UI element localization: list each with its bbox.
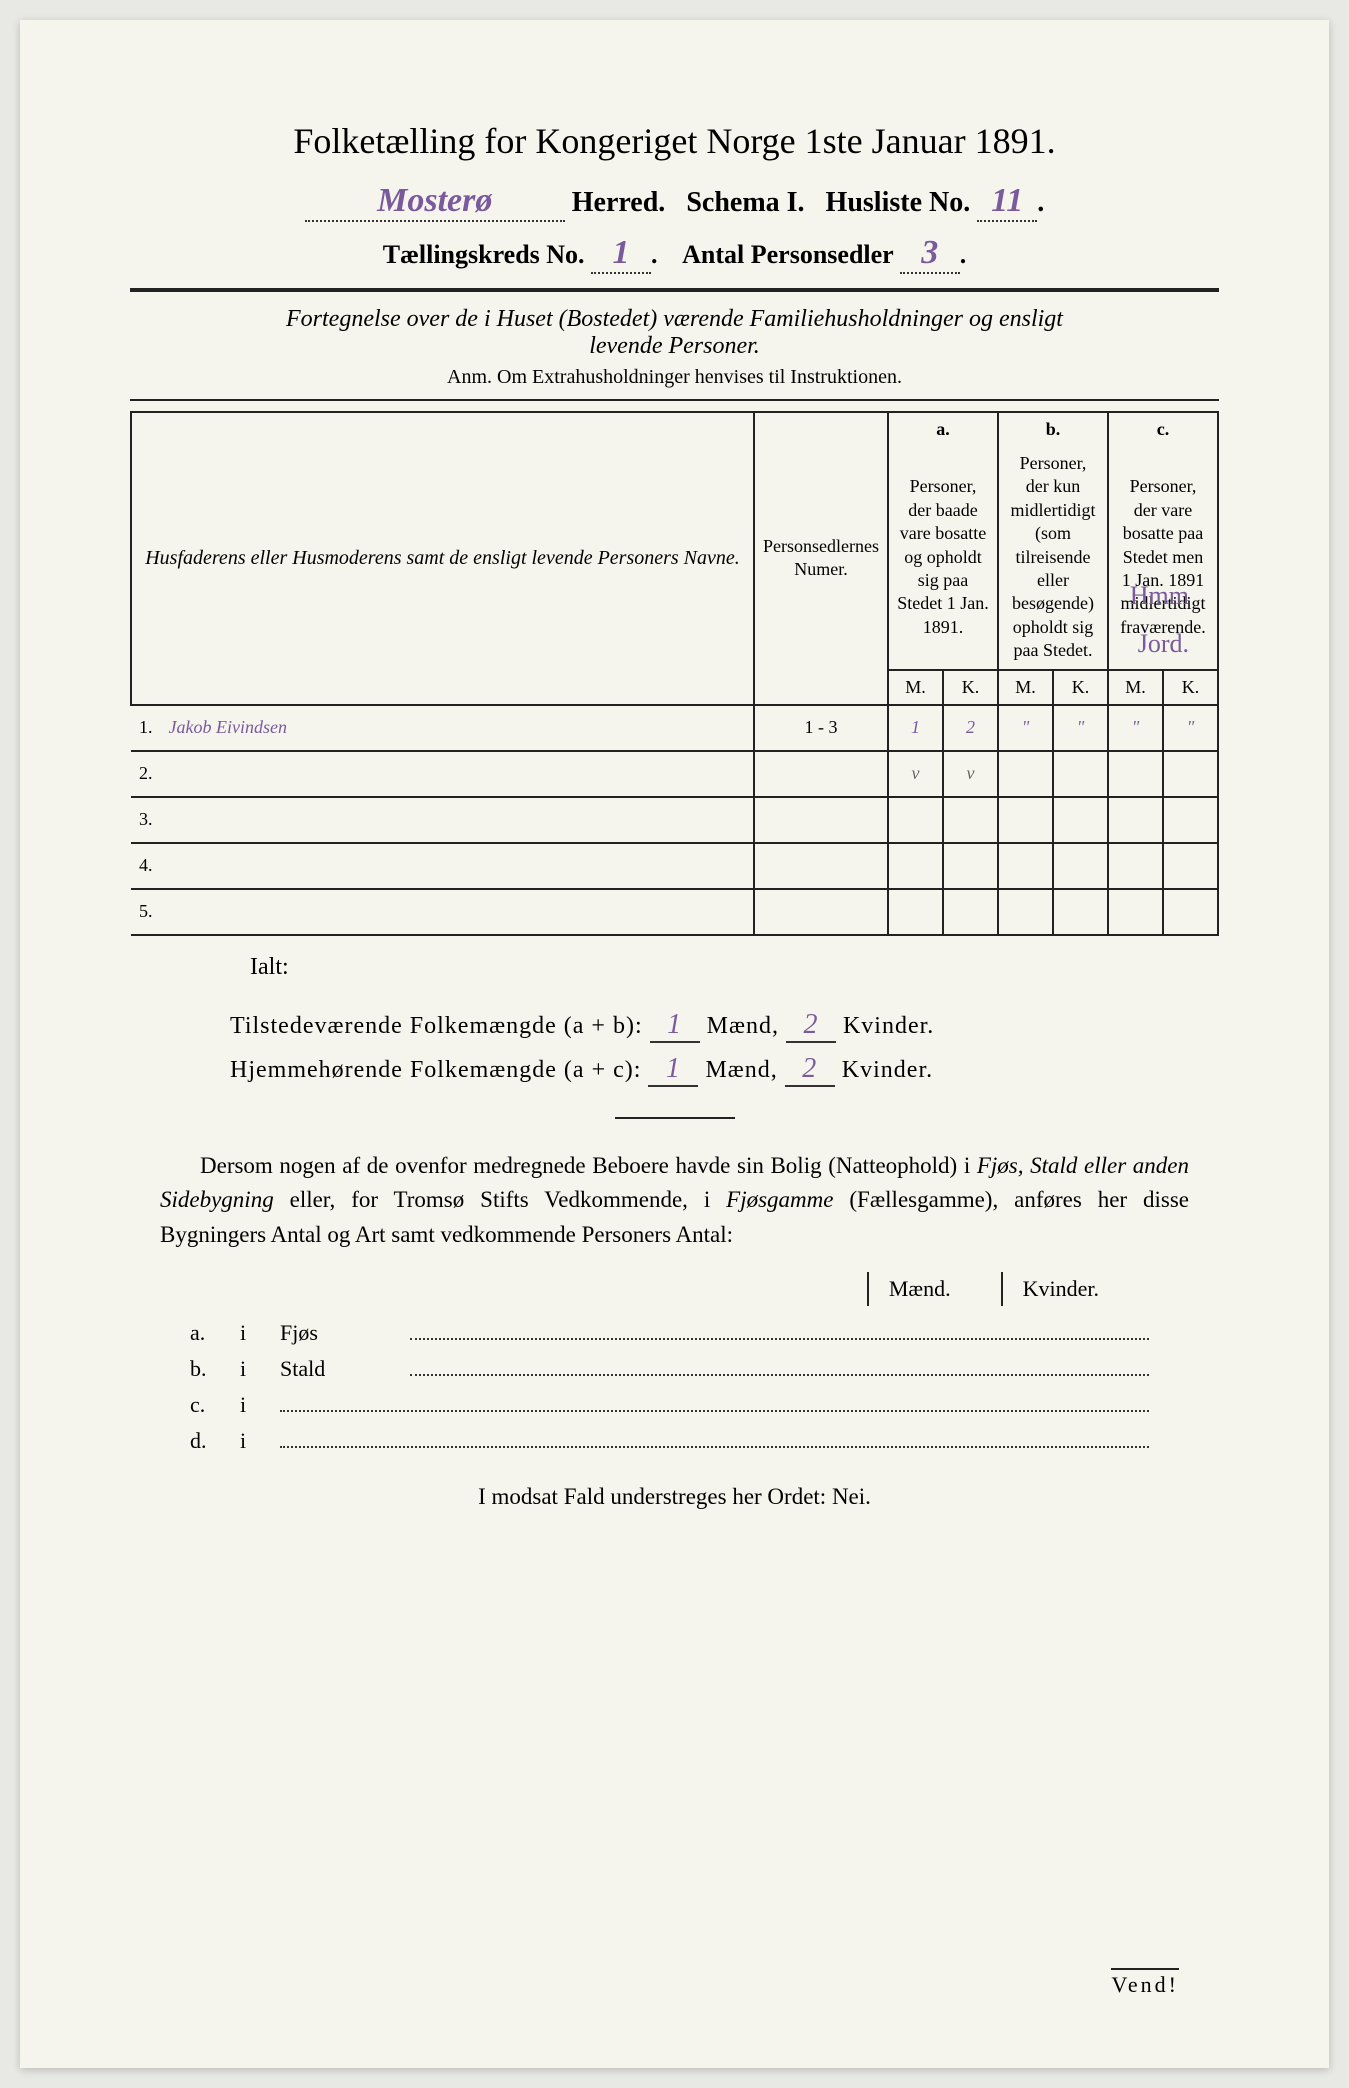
short-divider	[615, 1117, 735, 1119]
totals-row-1: Tilstedeværende Folkemængde (a + b): 1 M…	[230, 1009, 1219, 1043]
footer-line: I modsat Fald understreges her Ordet: Ne…	[130, 1484, 1219, 1510]
kreds-value: 1	[591, 234, 651, 274]
sedler-label: Antal Personsedler	[682, 240, 893, 269]
r2-m: 1	[648, 1053, 698, 1087]
sub-building-table: Mænd. Kvinder. a. i Fjøs b. i Stald c. i…	[190, 1272, 1159, 1454]
herred-label: Herred.	[572, 187, 666, 218]
sub-row-a: a. i Fjøs	[190, 1318, 1159, 1346]
a-m: M.	[888, 670, 943, 705]
totals-row-2: Hjemmehørende Folkemængde (a + c): 1 Mæn…	[230, 1053, 1219, 1087]
sub-row-b: b. i Stald	[190, 1354, 1159, 1382]
table-row: 3.	[131, 797, 1218, 843]
header-line-2: Tællingskreds No. 1. Antal Personsedler …	[130, 234, 1219, 274]
table-row: 2. v v	[131, 751, 1218, 797]
r1-m: 1	[650, 1009, 700, 1043]
sub-row-d: d. i	[190, 1426, 1159, 1454]
main-title: Folketælling for Kongeriget Norge 1ste J…	[130, 120, 1219, 162]
form-description: Fortegnelse over de i Huset (Bostedet) v…	[130, 306, 1219, 360]
paragraph-text: Dersom nogen af de ovenfor medregnede Be…	[160, 1149, 1189, 1253]
sub-row-c: c. i	[190, 1390, 1159, 1418]
ialt-label: Ialt:	[250, 954, 1219, 981]
table-row: 4.	[131, 843, 1218, 889]
vend-label: Vend!	[1111, 1968, 1179, 1998]
col-b-text: Personer, der kun midlertidigt (som tilr…	[998, 446, 1108, 670]
r2-k: 2	[785, 1053, 835, 1087]
col-names-header: Husfaderens eller Husmoderens samt de en…	[131, 412, 754, 705]
col-c-label: c.	[1108, 412, 1218, 446]
table-row: 1. Jakob Eivindsen 1 - 3 1 2 " " " "	[131, 705, 1218, 751]
table-row: 5.	[131, 889, 1218, 935]
herred-value: Mosterø	[305, 182, 565, 222]
divider-2	[130, 399, 1219, 401]
main-census-table: Husfaderens eller Husmoderens samt de en…	[130, 411, 1219, 936]
husliste-value: 11	[977, 182, 1037, 222]
sub-header: Mænd. Kvinder.	[190, 1272, 1159, 1306]
col-sedler-header: Personsedlernes Numer.	[754, 412, 888, 705]
header-line-1: Mosterø Herred. Schema I. Husliste No. 1…	[130, 182, 1219, 222]
a-k: K.	[943, 670, 998, 705]
kreds-label: Tællingskreds No.	[383, 240, 585, 269]
anm-note: Anm. Om Extrahusholdninger henvises til …	[130, 366, 1219, 389]
c-m: M.	[1108, 670, 1163, 705]
totals-section: Tilstedeværende Folkemængde (a + b): 1 M…	[230, 1009, 1219, 1087]
c-k: K.	[1163, 670, 1218, 705]
r1-k: 2	[786, 1009, 836, 1043]
divider-1	[130, 288, 1219, 292]
sedler-value: 3	[900, 234, 960, 274]
b-m: M.	[998, 670, 1053, 705]
b-k: K.	[1053, 670, 1108, 705]
margin-header: Hmm	[1130, 581, 1189, 611]
schema-label: Schema I.	[686, 187, 804, 218]
margin-row-1: Jord.	[1138, 629, 1189, 659]
census-form-page: Folketælling for Kongeriget Norge 1ste J…	[20, 20, 1329, 2068]
col-a-text: Personer, der baade vare bosatte og opho…	[888, 446, 998, 670]
col-b-label: b.	[998, 412, 1108, 446]
col-a-label: a.	[888, 412, 998, 446]
husliste-label: Husliste No.	[826, 187, 971, 218]
